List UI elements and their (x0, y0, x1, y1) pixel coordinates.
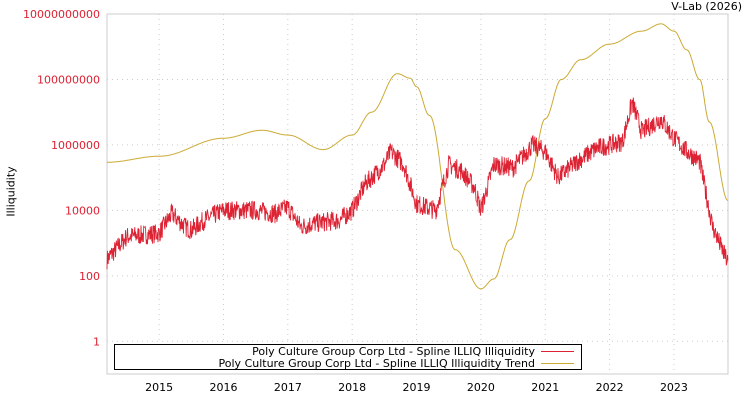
plot-area (106, 13, 729, 375)
credit-label: V-Lab (2026) (671, 0, 742, 13)
x-tick-label: 2015 (145, 381, 173, 394)
x-tick-label: 2023 (660, 381, 688, 394)
trend-series-line (107, 23, 729, 290)
illiquidity-series-line (106, 97, 729, 270)
legend-item-trend: Poly Culture Group Corp Ltd - Spline ILL… (115, 356, 581, 370)
x-tick-label: 2016 (209, 381, 237, 394)
y-axis-label: Illiquidity (4, 166, 18, 217)
legend-swatch (541, 350, 574, 352)
y-tick-label: 10000000000 (23, 8, 100, 21)
legend-swatch (541, 362, 574, 364)
x-tick-label: 2017 (274, 381, 302, 394)
y-tick-label: 1000000 (51, 139, 100, 152)
y-tick-label: 100 (79, 270, 100, 283)
legend-label: Poly Culture Group Corp Ltd - Spline ILL… (218, 356, 535, 370)
legend-label: Poly Culture Group Corp Ltd - Spline ILL… (252, 344, 535, 358)
x-tick-label: 2019 (403, 381, 431, 394)
x-tick-label: 2018 (338, 381, 366, 394)
x-tick-label: 2022 (596, 381, 624, 394)
legend: Poly Culture Group Corp Ltd - Spline ILL… (114, 344, 582, 370)
y-tick-label: 1 (93, 335, 100, 348)
x-tick-label: 2021 (531, 381, 559, 394)
x-tick-label: 2020 (467, 381, 495, 394)
legend-item-illiquidity: Poly Culture Group Corp Ltd - Spline ILL… (115, 344, 581, 358)
y-tick-label: 100000000 (37, 73, 100, 86)
y-tick-label: 10000 (65, 204, 100, 217)
